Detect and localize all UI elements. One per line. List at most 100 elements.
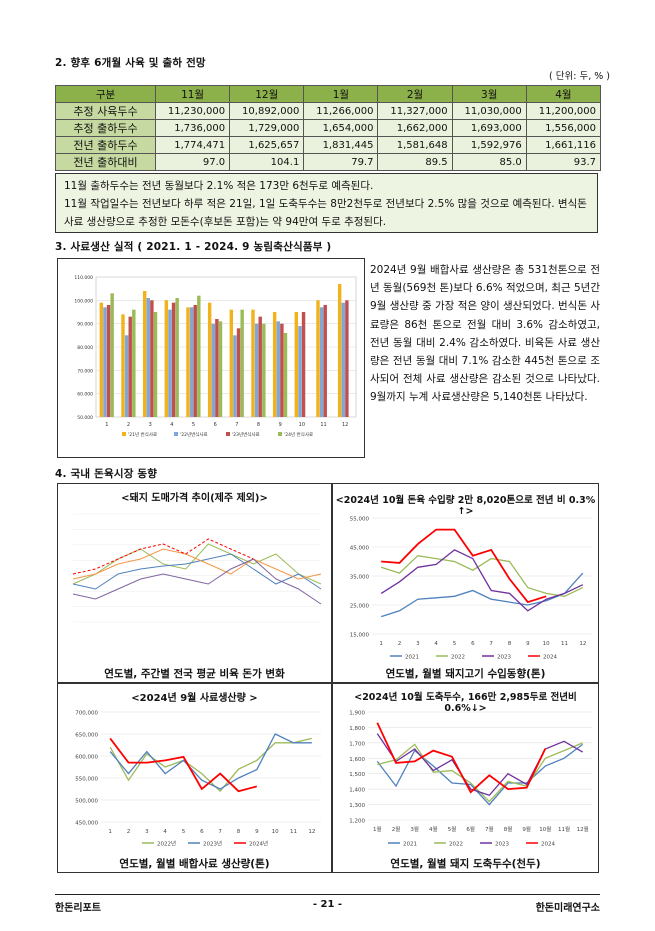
bar-'22년번식사료 [254,323,259,417]
bar-'21년 번식사료 [229,309,234,417]
x-tick-label: 7 [489,641,493,647]
price-trend-line [72,558,322,605]
table-cell: 1,654,000 [303,119,379,137]
legend-swatch [174,432,178,436]
legend-label: 2024 [541,842,555,848]
x-tick-label: 9 [526,641,530,647]
y-tick-label: 100.000 [74,298,93,304]
legend-label: 2022년 [157,840,176,848]
section-3-text: 2024년 9월 배합사료 생산량은 총 531천톤으로 전년 동월(569천 … [370,264,600,404]
legend-label: 2023 [495,842,509,848]
bar-'23년번식사료 [258,316,262,417]
x-tick-label: 6월 [466,825,475,833]
x-tick-label: 8월 [504,825,513,833]
legend-label: 2022 [451,655,465,661]
x-tick-label: 12 [579,641,586,647]
table-row: 추정 출하두수 1,736,000 1,729,000 1,654,000 1,662,… [55,119,602,137]
bar-'22년번식사료 [189,307,194,417]
x-tick-label: 12월 [577,825,589,833]
y-tick-label: 1,200 [349,819,365,825]
table-header-cell: 구분 [55,85,156,103]
table-row: 전년 출하대비 97.0 104.1 79.7 89.5 85.0 93.7 [55,153,602,171]
x-tick-label: 10 [272,829,279,835]
footer-left: 한돈리포트 [55,903,101,914]
x-tick-label: 2 [127,422,130,428]
bar-'24년 번식사료 [283,333,288,417]
page-number: - 21 - [312,899,343,910]
y-tick-label: 1,500 [349,772,365,778]
table-cell: 1,693,000 [451,119,527,137]
y-tick-label: 110.000 [74,275,93,281]
bar-'23년번식사료 [106,305,111,417]
x-tick-label: 1 [105,422,108,428]
bar-'22년번식사료 [211,323,215,417]
panel-2-title: <2024년 10월 돈육 수입량 2만 8,020톤으로 전년 비 0.3% … [335,495,596,517]
panel-pork-import: <2024년 10월 돈육 수입량 2만 8,020톤으로 전년 비 0.3% … [332,483,599,683]
x-tick-label: 2월 [392,825,401,833]
table-cell: 1,662,000 [377,119,453,137]
x-tick-label: 8 [257,422,260,428]
bar-'22년번식사료 [341,302,345,417]
bar-'21년 번식사료 [186,307,190,417]
y-tick-label: 1,700 [349,741,365,747]
table-cell: 1,581,648 [377,136,453,154]
legend-label: 2023 [497,655,511,661]
series-line-2022 [381,555,584,597]
bar-'21년 번식사료 [337,284,342,417]
x-tick-label: 12 [342,422,348,428]
x-tick-label: 4 [163,829,167,835]
legend-label: 2021 [405,655,419,661]
x-tick-label: 1 [379,641,383,647]
panel-wholesale-price: <돼지 도매가격 추이(제주 제외)> 연도별, 주간별 전국 평균 비육 돈가… [57,483,332,683]
bar-'24년 번식사료 [132,309,136,417]
bar-'23년번식사료 [236,328,241,417]
y-tick-label: 45,000 [350,546,370,552]
feed-production-chart: 450,000 500,000 550,000 600,000 650,000 700,0… [75,711,321,848]
table-cell: 1,556,000 [525,119,602,137]
legend-swatch [226,432,230,436]
row-label: 전년 출하두수 [55,136,156,154]
y-tick-label: 90.000 [77,322,93,328]
x-tick-label: 2 [398,641,402,647]
table-row: 전년 출하두수 1,774,471 1,625,657 1,831,445 1,581,… [55,136,602,154]
bar-'22년번식사료 [276,321,280,417]
bar-'22년번식사료 [168,309,172,417]
bar-'24년 번식사료 [218,321,223,417]
x-tick-label: 8 [508,641,512,647]
bar-'23년번식사료 [215,319,219,417]
row-label: 전년 출하대비 [55,153,156,171]
x-tick-label: 11 [561,641,568,647]
table-header-cell: 1월 [303,85,379,103]
series-line-2024 [376,722,547,794]
bar-'23년번식사료 [345,300,349,417]
bar-'24년 번식사료 [262,323,266,417]
y-tick-label: 450,000 [75,821,98,827]
table-cell: 1,625,657 [229,136,305,154]
panel-1-title: <돼지 도매가격 추이(제주 제외)> [121,493,268,504]
panel-3-title: <2024년 9월 사료생산량 > [131,693,258,704]
panel-4-title: <2024년 10월 도축두수, 166만 2,985두로 전년비 0.6%↓> [354,692,577,714]
x-tick-label: 4월 [429,825,438,833]
panel-2-caption: 연도별, 월별 돼지고기 수입동향(톤) [385,668,546,680]
footer-right: 한돈미래연구소 [535,903,600,914]
bar-'23년번식사료 [150,300,154,417]
page-footer: 한돈리포트 - 21 - 한돈미래연구소 [55,894,600,914]
section-4-heading: 4. 국내 돈육시장 동향 [55,468,158,480]
legend-label: '22년번식사료 [180,431,208,438]
table-header-cell: 2월 [377,85,453,103]
forecast-table: 구분 11월 12월 1월 2월 3월 4월 추정 사육두수 11,230,000 10,892… [55,85,602,171]
table-cell: 11,200,000 [525,102,602,120]
price-trend-line [72,548,322,580]
x-tick-label: 6 [471,641,475,647]
bar-'22년번식사료 [146,298,150,417]
table-row: 추정 사육두수 11,230,000 10,892,000 11,266,000 11,… [55,102,602,120]
summary-line-1: 11월 출하두수는 전년 동월보다 2.1% 적은 173만 6천두로 예측된다… [64,180,374,192]
x-tick-label: 5 [182,829,186,835]
y-tick-label: 1,600 [349,757,365,763]
legend-label: 2023년 [203,840,222,848]
x-tick-label: 3월 [410,825,419,833]
table-cell: 11,327,000 [377,102,453,120]
y-tick-label: 35,000 [350,575,370,581]
bar-'21년 번식사료 [251,309,255,417]
panel-1-caption: 연도별, 주간별 전국 평균 비육 돈가 변화 [104,668,285,680]
